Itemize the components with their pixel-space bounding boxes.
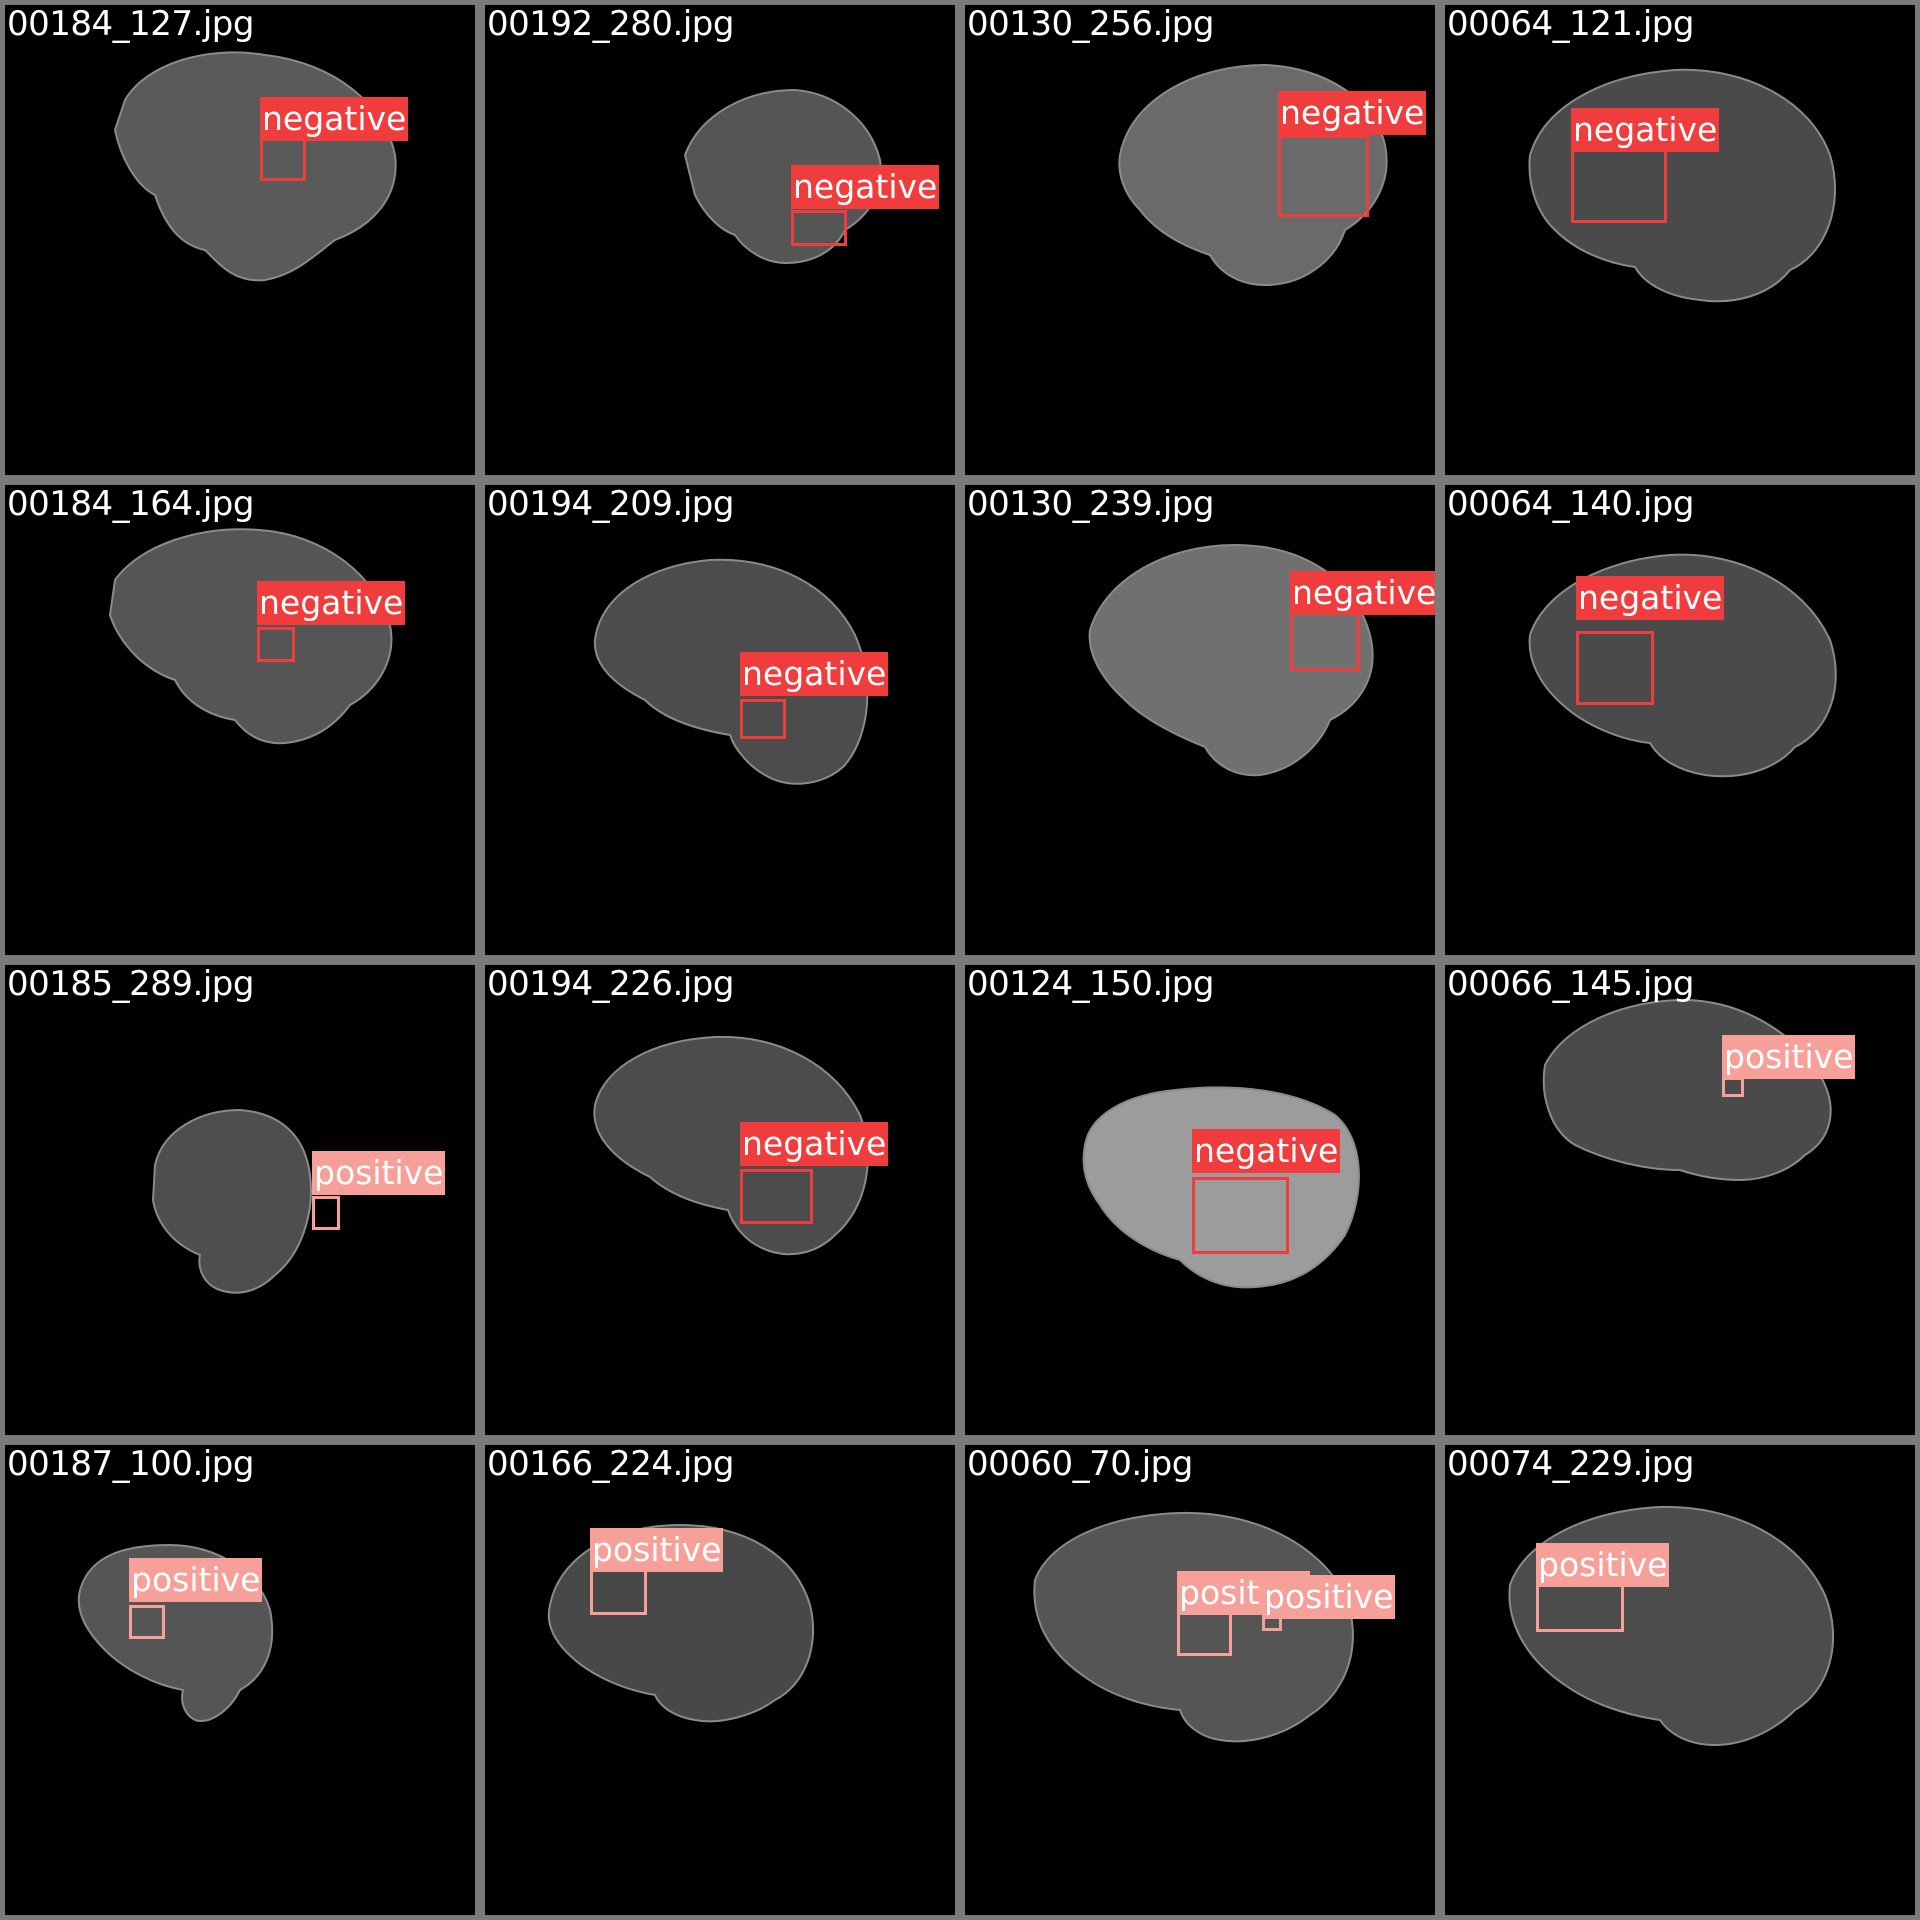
mri-scan-image [1528, 553, 1837, 778]
image-tile[interactable]: 00130_256.jpg negative [960, 0, 1440, 480]
brain-region [151, 1108, 312, 1294]
detection-label: positive [1536, 1543, 1670, 1587]
image-filename: 00185_289.jpg [7, 964, 254, 1004]
image-tile[interactable]: 00184_127.jpg negative [0, 0, 480, 480]
image-tile[interactable]: 00194_226.jpg negative [480, 960, 960, 1440]
brain-region [547, 1523, 815, 1723]
detection-label: positive [312, 1151, 446, 1195]
detection-label: negative [260, 97, 409, 141]
detection-box [257, 627, 295, 662]
mri-scan-image [683, 88, 882, 265]
image-filename: 00066_145.jpg [1447, 964, 1694, 1004]
detection-box [1278, 135, 1369, 217]
brain-region [683, 88, 882, 265]
image-filename: 00166_224.jpg [487, 1444, 734, 1484]
brain-region [108, 528, 393, 745]
detection-label: negative [740, 1122, 889, 1166]
image-tile[interactable]: 00124_150.jpg negative [960, 960, 1440, 1440]
mri-scan-image [108, 528, 393, 745]
image-tile[interactable]: 00130_239.jpg negative [960, 480, 1440, 960]
detection-box [1192, 1177, 1289, 1254]
image-tile[interactable]: 00185_289.jpg positive [0, 960, 480, 1440]
detection-box [129, 1605, 165, 1639]
image-tile[interactable]: 00192_280.jpg negative [480, 0, 960, 480]
image-tile[interactable]: 00066_145.jpg positive [1440, 960, 1920, 1440]
detection-box [312, 1196, 340, 1230]
detection-box [791, 210, 847, 246]
image-filename: 00130_239.jpg [967, 484, 1214, 524]
image-tile[interactable]: 00064_140.jpg negative [1440, 480, 1920, 960]
detection-box [740, 1169, 813, 1224]
image-filename: 00130_256.jpg [967, 4, 1214, 44]
image-tile[interactable]: 00187_100.jpg positive [0, 1440, 480, 1920]
brain-region [593, 558, 869, 785]
detection-label: negative [257, 581, 406, 625]
brain-region [593, 1035, 869, 1256]
mri-scan-image [1088, 543, 1374, 777]
image-tile[interactable]: 00194_209.jpg negative [480, 480, 960, 960]
image-tile[interactable]: 00166_224.jpg positive [480, 1440, 960, 1920]
detection-label: negative [740, 652, 889, 696]
detection-label: positive [1722, 1035, 1856, 1079]
detection-box [590, 1569, 647, 1615]
detection-label: negative [1571, 108, 1720, 152]
image-filename: 00187_100.jpg [7, 1444, 254, 1484]
mri-scan-image [1528, 68, 1837, 303]
image-filename: 00184_127.jpg [7, 4, 254, 44]
image-filename: 00192_280.jpg [487, 4, 734, 44]
mri-scan-image [77, 1543, 274, 1722]
detection-label: negative [1192, 1129, 1341, 1173]
brain-region [113, 51, 397, 282]
detection-label: positive [1262, 1575, 1396, 1619]
image-tile[interactable]: 00184_164.jpg negative [0, 480, 480, 960]
detection-label: negative [791, 165, 940, 209]
image-filename: 00194_209.jpg [487, 484, 734, 524]
mri-scan-image [593, 558, 869, 785]
mri-scan-image [547, 1523, 815, 1723]
detection-box [1290, 608, 1360, 671]
detection-label: negative [1278, 91, 1427, 135]
image-filename: 00064_121.jpg [1447, 4, 1694, 44]
mri-scan-image [1508, 1505, 1834, 1747]
detection-label: positive [590, 1528, 724, 1572]
mri-scan-image [1118, 63, 1388, 287]
mri-scan-image [151, 1108, 312, 1294]
detection-label: positive [129, 1558, 263, 1602]
mri-scan-image [113, 51, 397, 282]
detection-box [740, 699, 786, 739]
detection-label: negative [1576, 576, 1725, 620]
image-tile[interactable]: 00064_121.jpg negative [1440, 0, 1920, 480]
brain-region [1033, 1511, 1354, 1743]
image-filename: 00074_229.jpg [1447, 1444, 1694, 1484]
mri-scan-image [1033, 1511, 1354, 1743]
image-filename: 00060_70.jpg [967, 1444, 1193, 1484]
image-filename: 00184_164.jpg [7, 484, 254, 524]
mri-scan-image [593, 1035, 869, 1256]
image-filename: 00124_150.jpg [967, 964, 1214, 1004]
image-filename: 00194_226.jpg [487, 964, 734, 1004]
detection-label: negative [1290, 571, 1435, 615]
image-tile[interactable]: 00060_70.jpg positive positive [960, 1440, 1440, 1920]
detection-box [1722, 1077, 1744, 1097]
detection-box [1576, 631, 1654, 705]
brain-region [1542, 998, 1832, 1182]
image-tile[interactable]: 00074_229.jpg positive [1440, 1440, 1920, 1920]
image-filename: 00064_140.jpg [1447, 484, 1694, 524]
